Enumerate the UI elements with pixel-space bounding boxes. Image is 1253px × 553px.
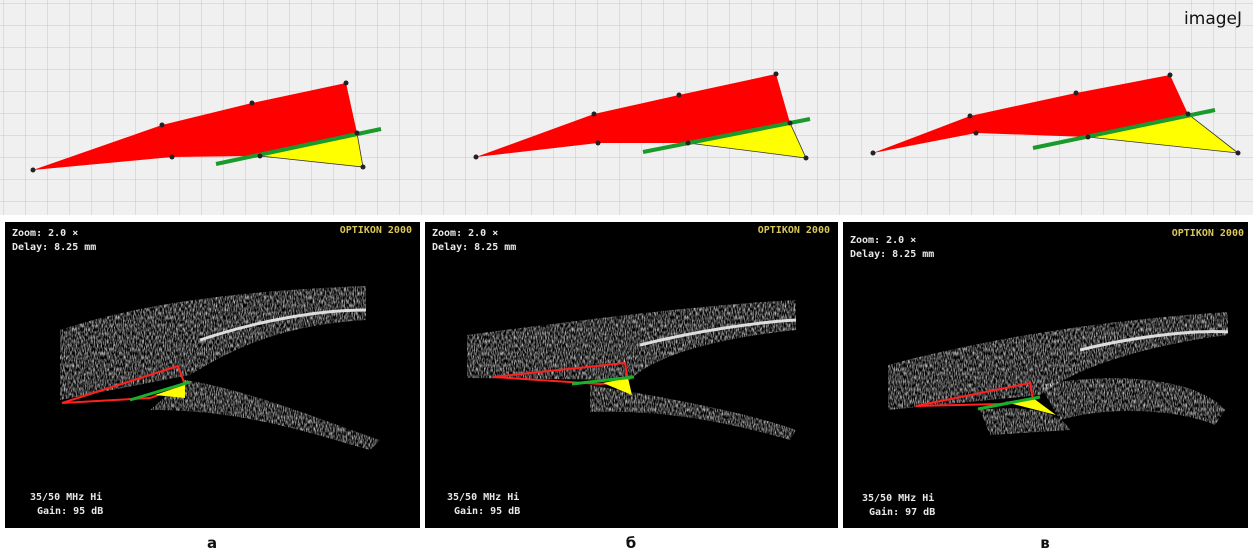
caption: в [1040, 534, 1050, 552]
gain: Gain: 97 dB [869, 506, 935, 518]
delay: Delay: 8.25 mm [432, 242, 516, 253]
gain: Gain: 95 dB [454, 505, 520, 517]
zoom: Zoom: 2.0 × [850, 235, 916, 246]
frequency: 35/50 MHz Hi [862, 492, 934, 504]
delay: Delay: 8.25 mm [850, 249, 934, 260]
frequency: 35/50 MHz Hi [447, 491, 519, 503]
zoom: Zoom: 2.0 × [432, 228, 498, 239]
figure: imageJ Zoom: 2.0 × Delay: 8.25 mm OPTIKO… [0, 0, 1253, 553]
ultrasound-c: Zoom: 2.0 × Delay: 8.25 mm OPTIKON 2000 … [843, 222, 1248, 528]
caption: а [207, 534, 217, 552]
caption: б [626, 534, 636, 552]
imagej-label: imageJ [1184, 9, 1242, 29]
frequency: 35/50 MHz Hi [30, 491, 102, 503]
ultrasound-a: Zoom: 2.0 × Delay: 8.25 mm OPTIKON 2000 … [5, 222, 420, 528]
zoom: Zoom: 2.0 × [12, 228, 78, 239]
ultrasound-b: Zoom: 2.0 × Delay: 8.25 mm OPTIKON 2000 … [425, 222, 838, 528]
page: imageJ Zoom: 2.0 × Delay: 8.25 mm OPTIKO… [0, 0, 1253, 553]
brand: OPTIKON 2000 [758, 225, 830, 236]
gain: Gain: 95 dB [37, 505, 103, 517]
brand: OPTIKON 2000 [1172, 228, 1244, 239]
delay: Delay: 8.25 mm [12, 242, 96, 253]
brand: OPTIKON 2000 [340, 225, 412, 236]
